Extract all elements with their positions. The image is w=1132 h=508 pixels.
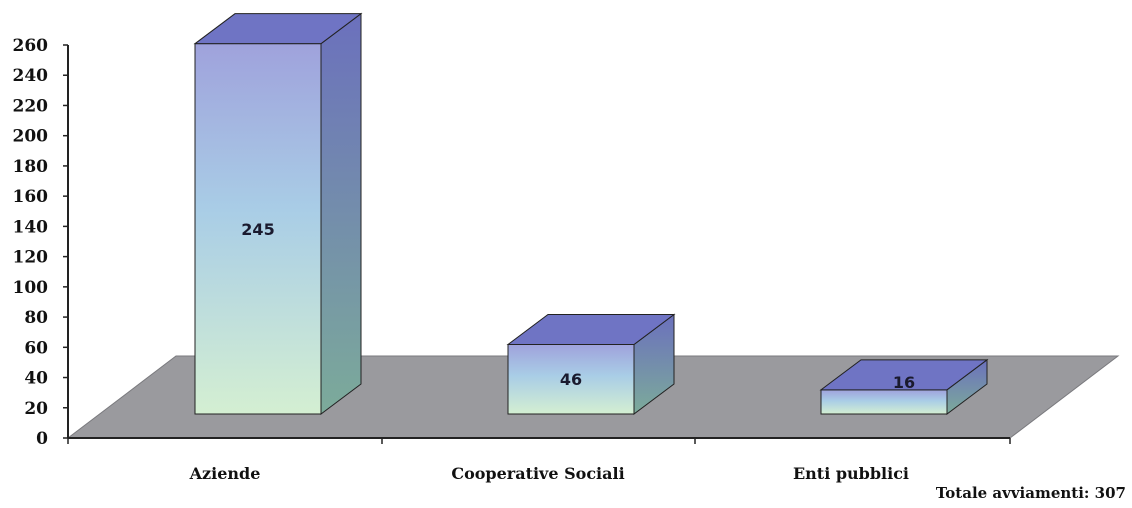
- bar-side-face: [320, 12, 362, 415]
- data-label: 16: [893, 373, 915, 392]
- bar: [819, 358, 989, 415]
- y-axis: 0 20 40 60 80 100 120 140 160 180 200 220 240 260: [13, 36, 69, 449]
- y-tick-label: 200: [13, 127, 49, 147]
- data-label: 46: [560, 370, 582, 389]
- bar-front-face: [507, 343, 635, 415]
- data-labels: 245 46 16: [241, 220, 915, 392]
- category-label: Cooperative Sociali: [451, 464, 624, 483]
- bar: [506, 313, 676, 415]
- y-tick-label: 220: [13, 96, 49, 116]
- data-label: 245: [241, 220, 274, 239]
- category-labels: Aziende Cooperative Sociali Enti pubblici: [189, 464, 909, 483]
- y-tick-label: 60: [24, 338, 48, 358]
- category-label: Enti pubblici: [793, 464, 909, 483]
- y-tick-label: 20: [24, 399, 48, 419]
- y-tick-label: 40: [24, 369, 48, 389]
- y-tick-label: 240: [13, 66, 49, 86]
- bar: [193, 12, 363, 415]
- bar-top-face: [506, 313, 676, 345]
- y-tick-label: 180: [13, 157, 49, 177]
- category-label: Aziende: [189, 464, 261, 483]
- y-tick-label: 260: [13, 36, 49, 56]
- bar-top-face: [193, 13, 363, 45]
- y-tick-label: 100: [13, 278, 49, 298]
- x-axis: [67, 437, 1011, 444]
- y-tick-label: 140: [13, 217, 49, 237]
- bar-top-face: [819, 359, 989, 391]
- bar-front-face: [820, 389, 948, 415]
- y-tick-label: 0: [36, 429, 48, 449]
- total-note: Totale avviamenti: 307: [935, 484, 1126, 502]
- y-tick-label: 120: [13, 248, 49, 268]
- y-tick-label: 80: [24, 308, 48, 328]
- bar-front-face: [194, 43, 322, 415]
- y-tick-label: 160: [13, 187, 49, 207]
- bars: [193, 12, 989, 415]
